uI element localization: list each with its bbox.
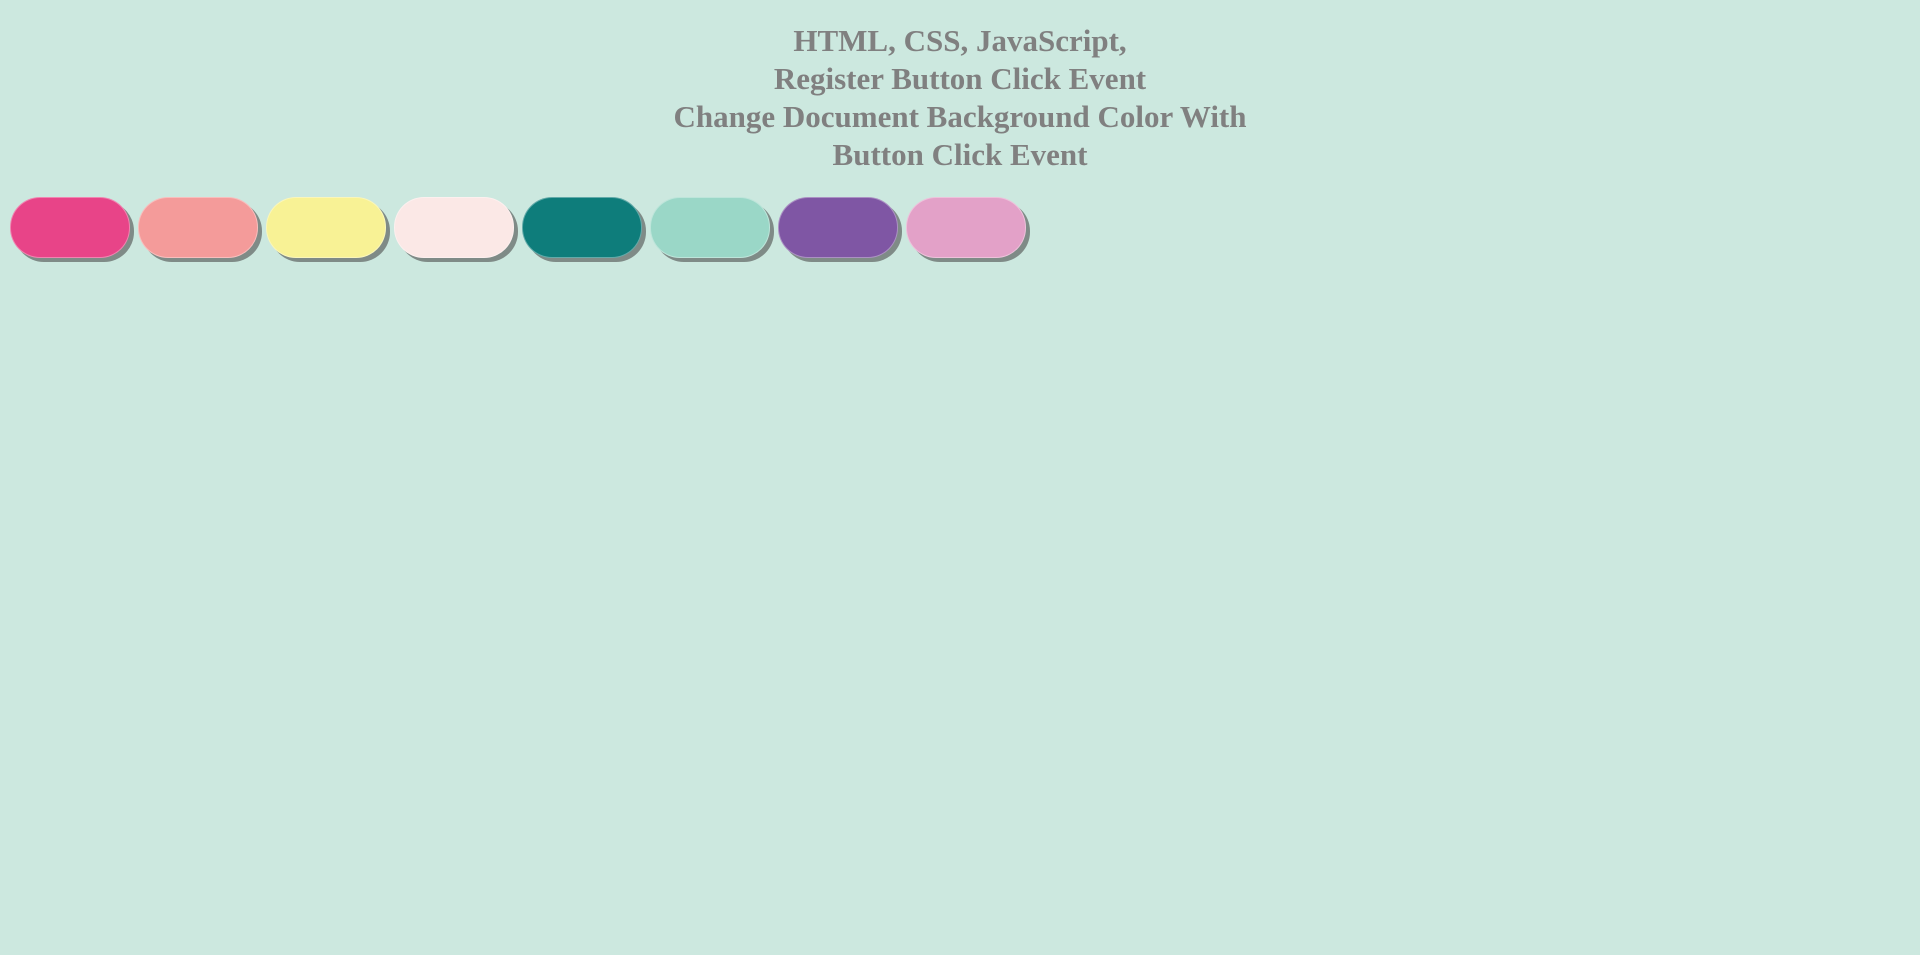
teal-button[interactable]	[522, 197, 642, 258]
title-line-3: Change Document Background Color With	[673, 99, 1247, 134]
mint-button[interactable]	[650, 197, 770, 258]
yellow-button[interactable]	[266, 197, 386, 258]
page-title: HTML, CSS, JavaScript, Register Button C…	[0, 0, 1920, 174]
salmon-button[interactable]	[138, 197, 258, 258]
color-button-row	[10, 197, 1026, 258]
title-line-2: Register Button Click Event	[773, 61, 1147, 96]
pink-button[interactable]	[10, 197, 130, 258]
title-line-4: Button Click Event	[832, 137, 1088, 172]
blush-button[interactable]	[394, 197, 514, 258]
purple-button[interactable]	[778, 197, 898, 258]
title-line-1: HTML, CSS, JavaScript,	[793, 23, 1127, 58]
orchid-button[interactable]	[906, 197, 1026, 258]
